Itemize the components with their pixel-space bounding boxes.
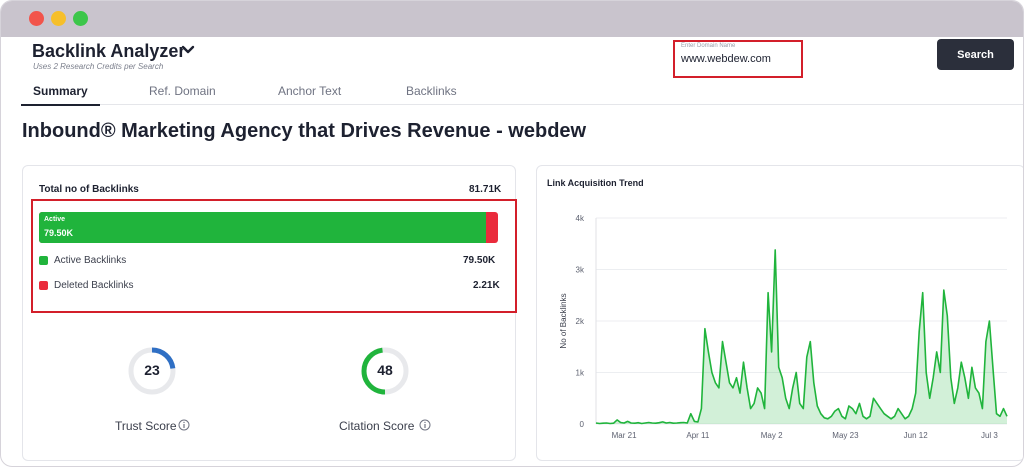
x-tick-label: May 23 bbox=[832, 431, 859, 440]
minimize-window-button[interactable] bbox=[51, 11, 66, 26]
link-acquisition-chart: 0 1k 2k 3k 4k Mar 21 Apr 11 May 2 May 23 Jun 12 Ju… bbox=[559, 214, 1008, 440]
page-title: Inbound® Marketing Agency that Drives Re… bbox=[22, 120, 587, 142]
y-tick-label: 2k bbox=[576, 317, 585, 326]
tab-summary[interactable]: Summary bbox=[33, 84, 88, 98]
x-tick-label: Mar 21 bbox=[612, 431, 637, 440]
window-titlebar bbox=[1, 1, 1023, 37]
highlight-frame-backlinks bbox=[31, 199, 517, 313]
trust-score-value: 23 bbox=[144, 362, 160, 378]
tab-bar: Summary Ref. Domain Anchor Text Backlink… bbox=[21, 79, 1023, 106]
app-title[interactable]: Backlink Analyzer bbox=[32, 41, 186, 61]
domain-input[interactable]: www.webdew.com bbox=[681, 53, 771, 65]
series-line bbox=[595, 249, 1008, 425]
backlinks-bar bbox=[39, 212, 498, 243]
total-backlinks-value: 81.71K bbox=[469, 184, 502, 195]
bar-active-label: Active bbox=[44, 216, 66, 223]
maximize-window-button[interactable] bbox=[73, 11, 88, 26]
y-tick-label: 4k bbox=[576, 214, 585, 223]
credits-note: Uses 2 Research Credits per Search bbox=[33, 62, 164, 71]
citation-score-gauge bbox=[361, 347, 409, 395]
info-icon[interactable] bbox=[419, 419, 431, 431]
highlight-frame-domain bbox=[673, 40, 803, 78]
citation-score-label: Citation Score bbox=[339, 419, 415, 433]
active-tab-indicator bbox=[21, 104, 100, 106]
citation-score-arc bbox=[361, 347, 409, 395]
total-backlinks-label: Total no of Backlinks bbox=[39, 184, 139, 195]
x-tick-label: Jun 12 bbox=[904, 431, 929, 440]
y-tick-label: 0 bbox=[580, 420, 585, 429]
deleted-backlinks-value: 2.21K bbox=[473, 280, 500, 291]
x-tick-label: Apr 11 bbox=[686, 431, 710, 440]
trust-score-label: Trust Score bbox=[115, 419, 177, 433]
active-bar-segment bbox=[39, 212, 486, 243]
close-window-button[interactable] bbox=[29, 11, 44, 26]
active-legend-swatch bbox=[39, 256, 48, 265]
chevron-down-icon[interactable] bbox=[180, 43, 196, 57]
bar-active-value: 79.50K bbox=[44, 228, 74, 238]
x-tick-label: May 2 bbox=[761, 431, 783, 440]
active-backlinks-value: 79.50K bbox=[463, 255, 496, 266]
citation-score-value: 48 bbox=[377, 362, 393, 378]
y-axis-label: No of Backlinks bbox=[559, 293, 568, 348]
trust-score-arc bbox=[128, 347, 176, 395]
link-trend-card bbox=[536, 165, 1023, 461]
search-button[interactable]: Search bbox=[937, 39, 1014, 70]
tab-backlinks[interactable]: Backlinks bbox=[406, 84, 457, 98]
chart-title: Link Acquisition Trend bbox=[547, 178, 644, 188]
active-backlinks-label: Active Backlinks bbox=[54, 255, 127, 266]
x-tick-label: Jul 3 bbox=[981, 431, 998, 440]
domain-input-label: Enter Domain Name bbox=[681, 43, 736, 49]
y-tick-label: 3k bbox=[576, 266, 585, 275]
tab-ref-domain[interactable]: Ref. Domain bbox=[149, 84, 216, 98]
trust-score-gauge bbox=[128, 347, 176, 395]
tab-anchor-text[interactable]: Anchor Text bbox=[278, 84, 342, 98]
deleted-backlinks-label: Deleted Backlinks bbox=[54, 280, 134, 291]
info-icon[interactable] bbox=[178, 419, 190, 431]
series-area bbox=[596, 249, 1007, 424]
deleted-legend-swatch bbox=[39, 281, 48, 290]
y-tick-label: 1k bbox=[576, 369, 585, 378]
